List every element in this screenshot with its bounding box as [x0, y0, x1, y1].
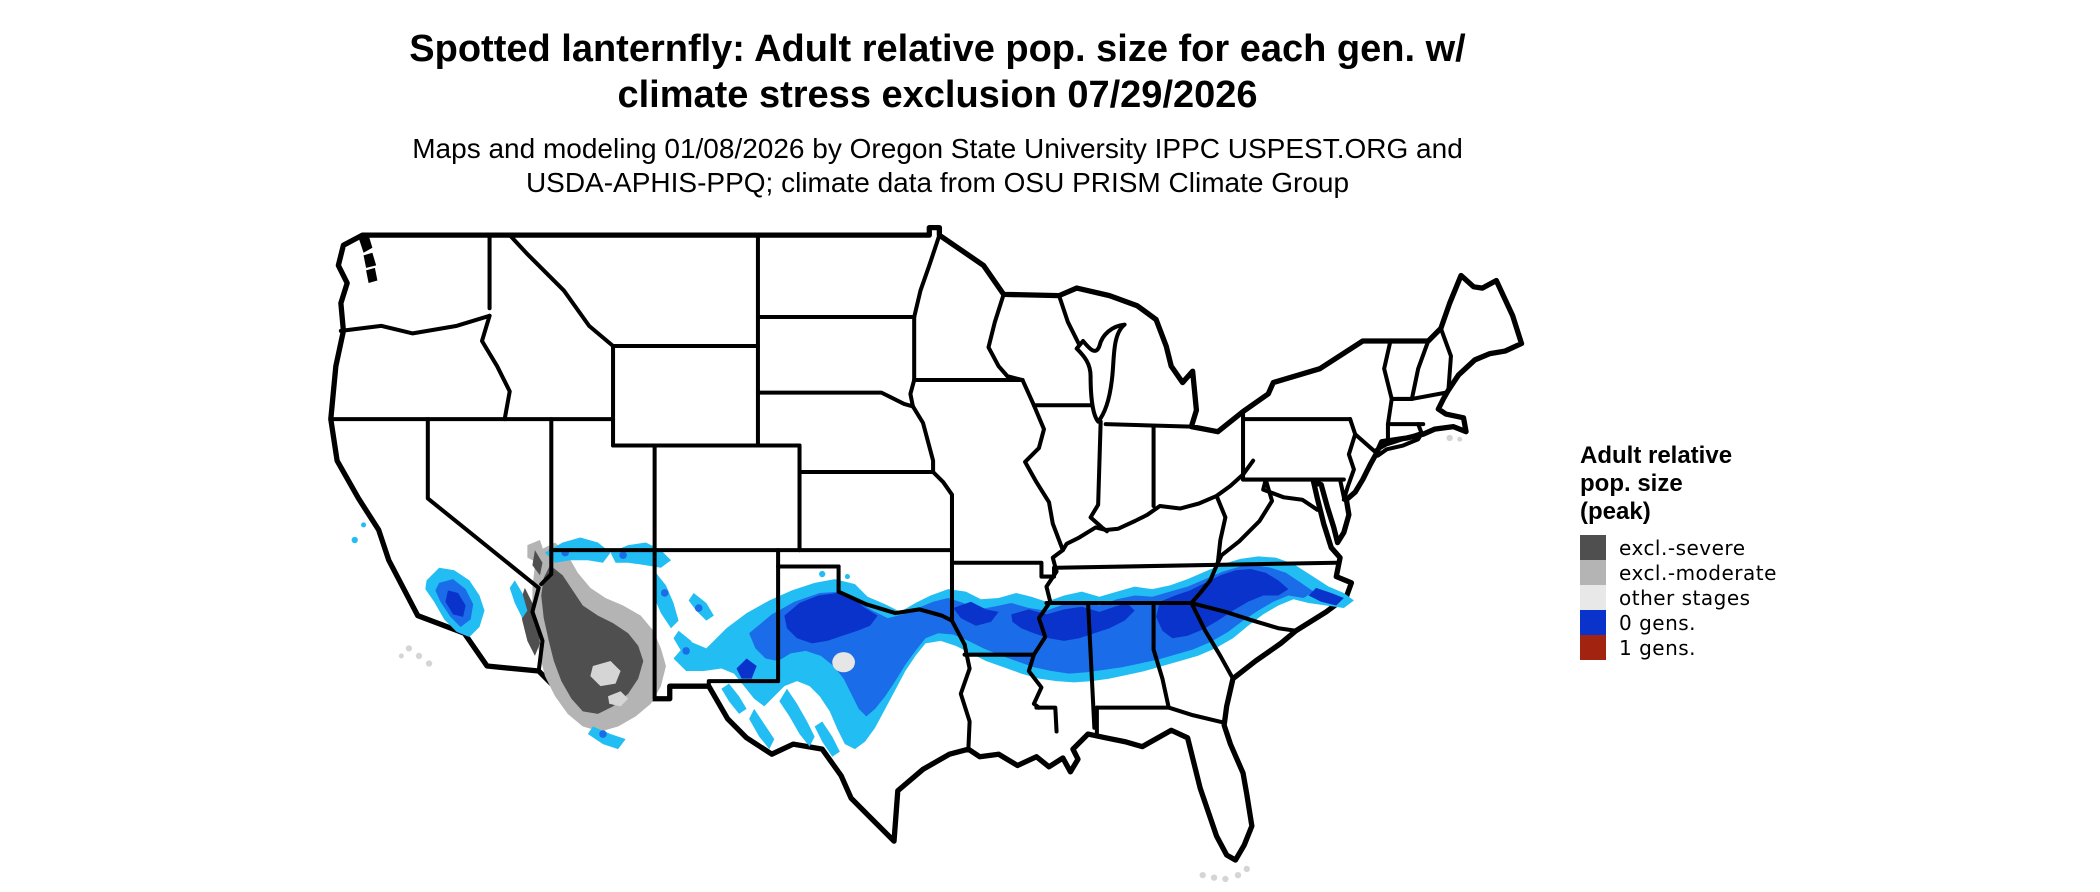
legend-row-excl-severe: excl.-severe: [1580, 535, 1880, 560]
nation-outline: [328, 224, 1525, 863]
legend-title-line3: (peak): [1580, 498, 1651, 525]
legend: Adult relative pop. size (peak) excl.-se…: [1580, 442, 1880, 660]
legend-items: excl.-severe excl.-moderate other stages…: [1580, 535, 1880, 660]
header: Spotted lanternfly: Adult relative pop. …: [0, 26, 1875, 200]
us-map: [293, 215, 1553, 889]
offshore-islands: [398, 434, 1463, 883]
map-subtitle: Maps and modeling 01/08/2026 by Oregon S…: [0, 132, 1875, 200]
legend-label-excl-severe: excl.-severe: [1619, 535, 1746, 560]
legend-swatch-1-gens: [1580, 635, 1606, 660]
lake-michigan: [1074, 322, 1127, 424]
legend-title: Adult relative pop. size (peak): [1580, 442, 1880, 526]
legend-row-excl-moderate: excl.-moderate: [1580, 560, 1880, 585]
legend-title-line2: pop. size: [1580, 470, 1683, 497]
legend-row-0-gens: 0 gens.: [1580, 610, 1880, 635]
map-title: Spotted lanternfly: Adult relative pop. …: [0, 26, 1875, 118]
state-borders: [328, 233, 1453, 752]
gen0-band-gap: [832, 652, 855, 673]
map-title-line2: climate stress exclusion 07/29/2026: [617, 74, 1258, 116]
legend-swatch-excl-severe: [1580, 535, 1606, 560]
legend-label-excl-moderate: excl.-moderate: [1619, 560, 1777, 585]
map-subtitle-line2: USDA-APHIS-PPQ; climate data from OSU PR…: [525, 167, 1350, 198]
gen0-dark-cores: [736, 569, 1344, 679]
legend-swatch-0-gens: [1580, 610, 1606, 635]
nation: [328, 224, 1525, 863]
legend-label-other-stages: other stages: [1619, 585, 1751, 610]
legend-label-1-gens: 1 gens.: [1619, 635, 1697, 660]
legend-row-other-stages: other stages: [1580, 585, 1880, 610]
us-map-svg: [328, 224, 1525, 883]
legend-row-1-gens: 1 gens.: [1580, 635, 1880, 660]
legend-title-line1: Adult relative: [1580, 442, 1733, 469]
legend-label-0-gens: 0 gens.: [1619, 610, 1697, 635]
map-subtitle-line1: Maps and modeling 01/08/2026 by Oregon S…: [412, 133, 1463, 164]
puget-sound-islands: [358, 235, 378, 284]
gen0-texas-streaks: [673, 570, 850, 757]
raster-california-patch: [351, 522, 485, 638]
map-title-line1: Spotted lanternfly: Adult relative pop. …: [409, 28, 1466, 70]
raster-arizona-exclusion: [509, 537, 679, 750]
legend-swatch-other-stages: [1580, 585, 1606, 610]
legend-swatch-excl-moderate: [1580, 560, 1606, 585]
